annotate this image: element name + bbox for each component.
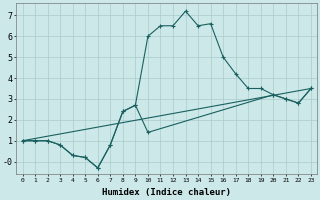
X-axis label: Humidex (Indice chaleur): Humidex (Indice chaleur) (102, 188, 231, 197)
